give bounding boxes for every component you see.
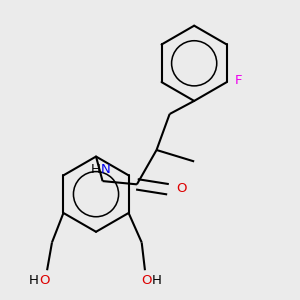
Text: H: H (91, 163, 101, 176)
Text: H: H (152, 274, 162, 286)
Text: H: H (29, 274, 39, 286)
Text: O: O (142, 274, 152, 286)
Text: N: N (101, 163, 111, 176)
Text: O: O (39, 274, 50, 286)
Text: F: F (235, 74, 242, 87)
Text: O: O (176, 182, 187, 195)
